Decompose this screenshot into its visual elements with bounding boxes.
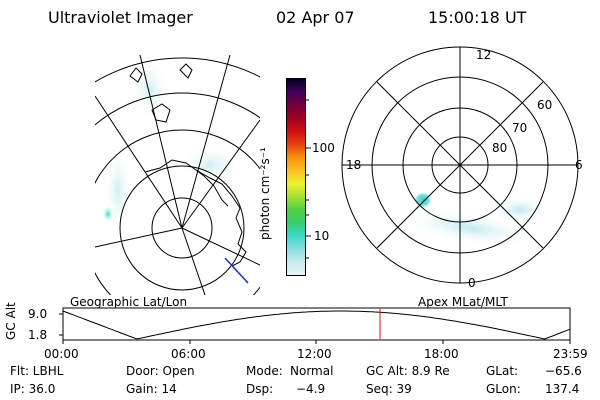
- timeline-xtick-0: 00:00: [44, 347, 79, 361]
- dsp-value: −4.9: [296, 382, 326, 396]
- date-label: 02 Apr 07: [276, 8, 355, 27]
- timeline-ytick-bottom: 1.8: [28, 328, 48, 342]
- glat-label: GLat:: [486, 364, 519, 378]
- door-info: Door: Open: [126, 364, 195, 378]
- glat-value: −65.6: [545, 364, 582, 378]
- gc-alt-info: GC Alt: 8.9 Re: [366, 364, 450, 378]
- timeline-xtick-1: 06:00: [171, 347, 206, 361]
- timeline-ytick-top: 9.0: [28, 307, 48, 321]
- timeline-xtick-3: 18:00: [424, 347, 459, 361]
- glon-label: GLon:: [486, 382, 521, 396]
- timeline-ylabel: GC Alt: [4, 302, 18, 340]
- ip-info: IP: 36.0: [10, 382, 56, 396]
- seq-info: Seq: 39: [366, 382, 412, 396]
- gain-info: Gain: 14: [126, 382, 177, 396]
- geographic-map-label: Geographic Lat/Lon: [70, 295, 188, 309]
- color-bar: [286, 78, 306, 276]
- mlat-label-60: 60: [537, 98, 553, 112]
- timeline-xtick-2: 12:00: [297, 347, 332, 361]
- mlat-label-70: 70: [512, 121, 528, 135]
- mode-label: Mode:: [246, 364, 283, 378]
- instrument-title: Ultraviolet Imager: [48, 8, 193, 27]
- mlt-label-6: 6: [575, 158, 583, 172]
- mode-value: Normal: [290, 364, 334, 378]
- colorbar-tick-10: 10: [314, 229, 330, 243]
- colorbar-tick-100: 100: [312, 141, 335, 155]
- mlt-label-12: 12: [476, 48, 492, 62]
- mlt-label-0: 0: [468, 276, 476, 290]
- glon-value: 137.4: [545, 382, 580, 396]
- mlat-label-80: 80: [492, 141, 508, 155]
- dsp-label: Dsp:: [246, 382, 274, 396]
- apex-map-label: Apex MLat/MLT: [418, 295, 508, 309]
- time-label: 15:00:18 UT: [428, 8, 527, 27]
- timeline-xtick-4: 23:59: [553, 347, 588, 361]
- filter-info: Flt: LBHL: [10, 364, 64, 378]
- mlt-label-18: 18: [346, 158, 362, 172]
